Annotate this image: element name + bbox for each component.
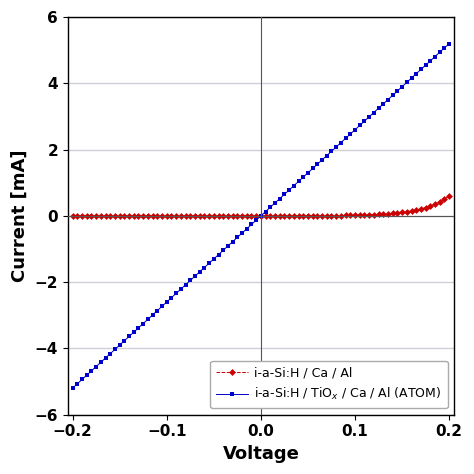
Legend: i-a-Si:H / Ca / Al, i-a-Si:H / TiO$_x$ / Ca / Al (ATOM): i-a-Si:H / Ca / Al, i-a-Si:H / TiO$_x$ /… [210,361,447,409]
i-a-Si:H / TiO$_x$ / Ca / Al (ATOM) [70,385,75,391]
i-a-Si:H / Ca / Al [347,212,353,218]
i-a-Si:H / Ca / Al [447,193,452,199]
Y-axis label: Current [mA]: Current [mA] [11,150,29,282]
X-axis label: Voltage: Voltage [222,445,299,463]
i-a-Si:H / Ca / Al [394,210,400,216]
i-a-Si:H / TiO$_x$ / Ca / Al (ATOM) [409,75,414,81]
i-a-Si:H / Ca / Al [305,213,311,219]
i-a-Si:H / TiO$_x$ / Ca / Al (ATOM) [347,131,353,137]
i-a-Si:H / Ca / Al [70,213,75,219]
i-a-Si:H / TiO$_x$ / Ca / Al (ATOM) [376,105,382,111]
i-a-Si:H / Ca / Al [409,208,414,214]
Line: i-a-Si:H / Ca / Al: i-a-Si:H / Ca / Al [70,193,452,219]
Line: i-a-Si:H / TiO$_x$ / Ca / Al (ATOM): i-a-Si:H / TiO$_x$ / Ca / Al (ATOM) [70,41,452,391]
i-a-Si:H / TiO$_x$ / Ca / Al (ATOM) [394,88,400,94]
i-a-Si:H / TiO$_x$ / Ca / Al (ATOM) [305,170,311,176]
i-a-Si:H / Ca / Al [376,211,382,217]
i-a-Si:H / TiO$_x$ / Ca / Al (ATOM) [277,196,283,201]
i-a-Si:H / TiO$_x$ / Ca / Al (ATOM) [447,41,452,46]
i-a-Si:H / Ca / Al [277,213,283,219]
